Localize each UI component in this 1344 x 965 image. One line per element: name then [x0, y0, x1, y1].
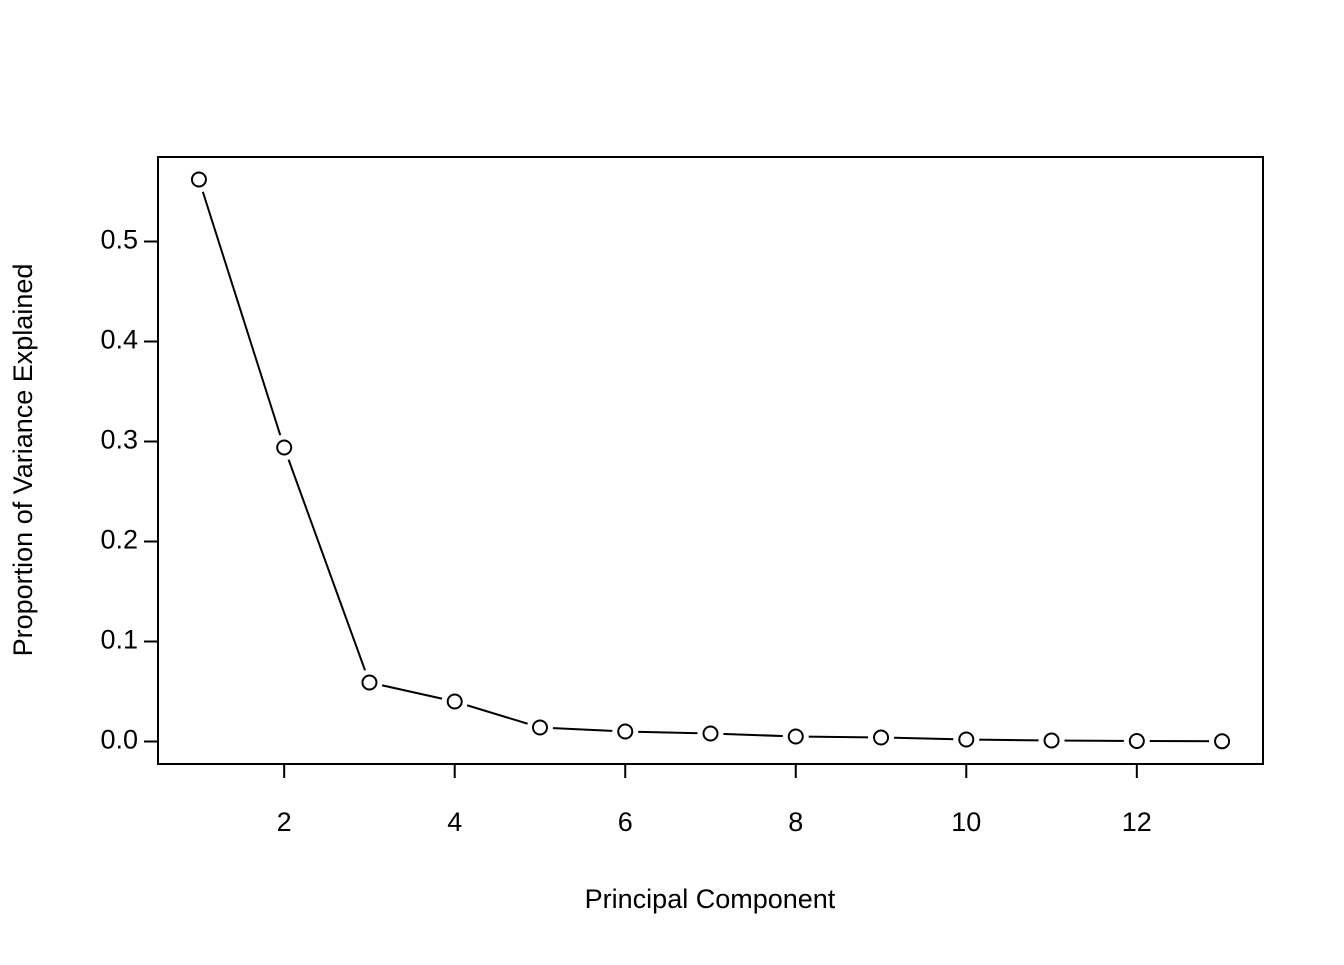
- data-point: [276, 439, 293, 456]
- x-tick-label: 2: [277, 807, 292, 837]
- x-tick-label: 4: [447, 807, 462, 837]
- x-tick-label: 8: [788, 807, 803, 837]
- y-axis-label: Proportion of Variance Explained: [8, 264, 38, 657]
- x-axis-label: Principal Component: [585, 884, 836, 914]
- data-point: [617, 723, 634, 740]
- data-point: [1043, 732, 1060, 749]
- data-point: [1214, 733, 1231, 750]
- data-point: [873, 729, 890, 746]
- x-tick-label: 6: [618, 807, 633, 837]
- data-point: [361, 674, 378, 691]
- data-point: [787, 728, 804, 745]
- data-point: [958, 731, 975, 748]
- data-point: [531, 719, 548, 736]
- data-point: [190, 171, 207, 188]
- data-point: [446, 693, 463, 710]
- y-tick-label: 0.2: [100, 525, 138, 555]
- y-tick-label: 0.5: [100, 225, 138, 255]
- x-tick-label: 10: [951, 807, 981, 837]
- y-tick-label: 0.1: [100, 625, 138, 655]
- data-point: [1128, 733, 1145, 749]
- y-tick-label: 0.3: [100, 425, 138, 455]
- y-tick-label: 0.0: [100, 725, 138, 755]
- y-tick-label: 0.4: [100, 325, 138, 355]
- x-tick-label: 12: [1122, 807, 1152, 837]
- data-point: [702, 725, 719, 742]
